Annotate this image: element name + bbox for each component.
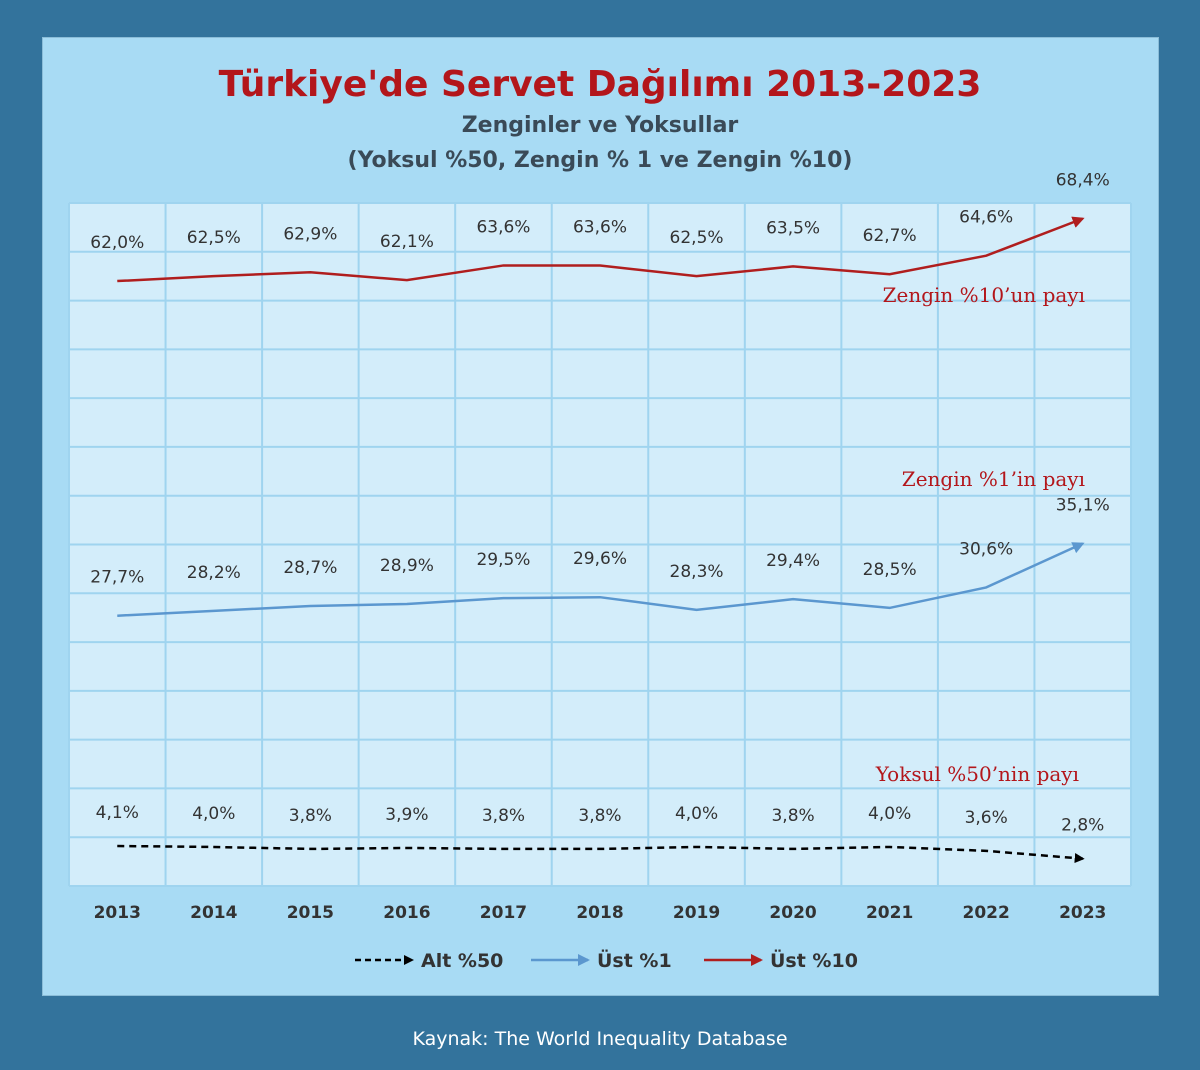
data-label-top1: 28,7% (283, 558, 337, 578)
annotation-top1: Zengin %1’in payı (902, 467, 1085, 491)
series-line-top1 (117, 542, 1085, 617)
data-label-top10: 68,4% (1056, 171, 1110, 191)
x-tick-label: 2022 (963, 903, 1010, 923)
series-line-top10 (117, 216, 1085, 283)
x-tick-label: 2021 (866, 903, 913, 923)
source-note: Kaynak: The World Inequality Database (412, 1028, 788, 1050)
x-tick-label: 2013 (94, 903, 141, 923)
data-label-bottom50: 3,8% (578, 806, 621, 826)
data-labels: 4,1% 4,0% 3,8% 3,9% 3,8% 3,8% 4,0% 3,8% 4,0% 3,6%… (90, 171, 1109, 836)
data-label-top10: 63,6% (476, 217, 530, 237)
data-label-top10: 62,5% (670, 228, 724, 248)
x-tick-label: 2017 (480, 903, 527, 923)
data-label-top10: 63,6% (573, 217, 627, 237)
data-label-top10: 63,5% (766, 218, 820, 238)
data-label-top1: 29,6% (573, 549, 627, 569)
x-axis-ticks: 2013 2014 2015 2016 2017 2018 2019 2020 2021 2022… (94, 903, 1107, 923)
data-label-bottom50: 3,8% (771, 806, 814, 826)
data-label-top1: 29,4% (766, 551, 820, 571)
legend-label-bottom50: Alt %50 (421, 950, 503, 972)
data-label-top10: 62,7% (863, 226, 917, 246)
data-label-bottom50: 4,0% (675, 804, 718, 824)
legend: Alt %50 Üst %1 Üst %10 (355, 948, 858, 972)
data-label-bottom50: 2,8% (1061, 816, 1104, 836)
data-label-top1: 35,1% (1056, 496, 1110, 516)
legend-label-top1: Üst %1 (597, 948, 672, 972)
annotation-top10: Zengin %10’un payı (883, 283, 1085, 307)
series-lines (117, 216, 1085, 864)
data-label-top1: 28,9% (380, 556, 434, 576)
data-label-bottom50: 4,0% (868, 804, 911, 824)
chart-subtitle-2: (Yoksul %50, Zengin % 1 ve Zengin %10) (348, 148, 853, 173)
data-label-top1: 29,5% (476, 550, 530, 570)
x-tick-label: 2014 (190, 903, 237, 923)
data-label-top1: 28,3% (670, 562, 724, 582)
data-label-top1: 28,5% (863, 560, 917, 580)
data-label-top1: 30,6% (959, 539, 1013, 559)
data-label-bottom50: 3,9% (385, 805, 428, 825)
x-tick-label: 2020 (769, 903, 816, 923)
data-label-bottom50: 4,1% (96, 803, 139, 823)
data-label-bottom50: 3,8% (482, 806, 525, 826)
data-label-top1: 28,2% (187, 563, 241, 583)
data-label-top1: 27,7% (90, 568, 144, 588)
data-label-bottom50: 3,8% (289, 806, 332, 826)
data-label-top10: 62,1% (380, 232, 434, 252)
x-tick-label: 2015 (287, 903, 334, 923)
series-line-bottom50 (117, 844, 1085, 864)
x-tick-label: 2018 (576, 903, 623, 923)
x-tick-label: 2016 (383, 903, 430, 923)
legend-label-top10: Üst %10 (770, 948, 858, 972)
annotation-bottom50: Yoksul %50’nin payı (875, 762, 1079, 786)
data-label-bottom50: 4,0% (192, 804, 235, 824)
chart-subtitle-1: Zenginler ve Yoksullar (462, 113, 739, 138)
x-tick-label: 2023 (1059, 903, 1106, 923)
data-label-bottom50: 3,6% (965, 808, 1008, 828)
chart-title: Türkiye'de Servet Dağılımı 2013-2023 (219, 64, 982, 105)
data-label-top10: 62,0% (90, 233, 144, 253)
x-tick-label: 2019 (673, 903, 720, 923)
data-label-top10: 64,6% (959, 208, 1013, 228)
data-label-top10: 62,9% (283, 224, 337, 244)
data-label-top10: 62,5% (187, 228, 241, 248)
grid (68, 202, 1132, 887)
